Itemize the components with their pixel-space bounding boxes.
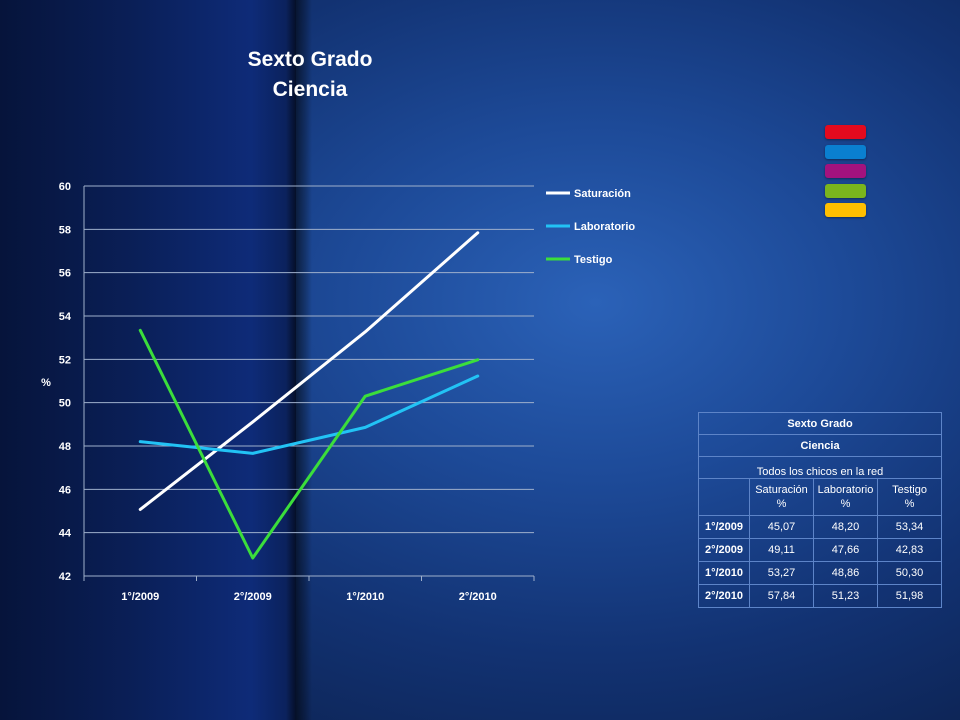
x-tick-label: 1°/2009 [121, 591, 159, 603]
table-header-laboratorio: Laboratorio% [813, 478, 878, 516]
purple-swatch [825, 164, 866, 178]
table-row: 1°/2009 45,07 48,20 53,34 [698, 515, 943, 539]
left-dark-panel [0, 0, 296, 720]
series-line-3 [138, 328, 480, 560]
header-unit: % [840, 498, 851, 510]
table-cell: 57,84 [749, 584, 814, 608]
table-corner-cell [698, 478, 750, 516]
header-unit: % [904, 498, 915, 510]
chart-title-line1: Sexto Grado [247, 48, 373, 71]
green-swatch [825, 184, 866, 198]
table-cell: 50,30 [876, 561, 943, 585]
header-unit: % [776, 498, 787, 510]
y-tick-label: 52 [59, 354, 71, 366]
data-table: Sexto Grado Ciencia Todos los chicos en … [697, 412, 943, 608]
x-tick-label: 1°/2010 [346, 591, 384, 603]
legend-label: Saturación [574, 188, 631, 200]
panel-shadow [286, 0, 312, 720]
table-cell: 47,66 [813, 538, 878, 562]
table-cell: 49,11 [749, 538, 814, 562]
y-axis-label: % [41, 377, 51, 389]
legend: Saturación Laboratorio Testigo [546, 188, 635, 266]
table-subject: Ciencia [697, 434, 943, 457]
y-tick-label: 48 [59, 441, 71, 453]
series-lines [138, 231, 480, 560]
axes [83, 186, 535, 581]
table-title: Sexto Grado [697, 412, 943, 435]
table-cell: 48,20 [813, 515, 878, 539]
row-label: 1°/2010 [698, 561, 750, 585]
y-tick-label: 56 [59, 268, 71, 280]
table-row: 2°/2009 49,11 47,66 42,83 [698, 538, 943, 562]
table-cell: 53,34 [876, 515, 943, 539]
x-tick-label: 2°/2009 [234, 591, 272, 603]
row-label: 1°/2009 [698, 515, 750, 539]
y-tick-label: 44 [59, 528, 72, 540]
y-tick-label: 42 [59, 571, 71, 583]
axis-labels: 42 44 46 48 50 52 54 56 58 60 1°/2009 2°/2009 1°/201… [41, 181, 497, 603]
table-cell: 51,23 [813, 584, 878, 608]
table-row: 1°/2010 53,27 48,86 50,30 [698, 561, 943, 585]
table-header-testigo: Testigo% [876, 478, 943, 516]
blue-swatch [825, 145, 866, 159]
table-cell: 51,98 [876, 584, 943, 608]
y-tick-label: 50 [59, 398, 71, 410]
legend-label: Laboratorio [574, 221, 635, 233]
series-line-1 [138, 231, 480, 511]
row-label: 2°/2010 [698, 584, 750, 608]
header-label: Laboratorio [817, 484, 874, 496]
y-tick-label: 60 [59, 181, 71, 193]
table-cell: 48,86 [813, 561, 878, 585]
header-label: Testigo [892, 484, 927, 496]
y-tick-label: 58 [59, 224, 71, 236]
x-tick-label: 2°/2010 [459, 591, 497, 603]
series-line-2 [138, 374, 480, 455]
legend-label: Testigo [574, 254, 613, 266]
red-swatch [825, 125, 866, 139]
chart-title-line2: Ciencia [272, 78, 348, 101]
table-cell: 53,27 [749, 561, 814, 585]
y-tick-label: 46 [59, 484, 71, 496]
row-label: 2°/2009 [698, 538, 750, 562]
table-cell: 45,07 [749, 515, 814, 539]
table-row: 2°/2010 57,84 51,23 51,98 [698, 584, 943, 608]
table-group: Todos los chicos en la red [697, 456, 943, 479]
y-tick-label: 54 [59, 311, 72, 323]
table-header-saturacion: Saturación% [749, 478, 814, 516]
yellow-swatch [825, 203, 866, 217]
table-cell: 42,83 [876, 538, 943, 562]
header-label: Saturación [755, 484, 808, 496]
